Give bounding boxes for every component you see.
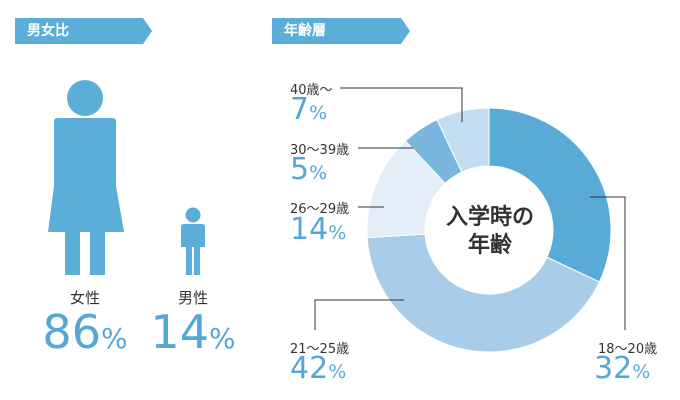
- age-label-40plus: 40歳〜: [290, 83, 333, 98]
- age-value-30-39: 5%: [290, 152, 328, 187]
- age-label-26-29: 26〜29歳: [290, 202, 350, 217]
- donut-leader-lines: [314, 87, 626, 330]
- center-label-line1: 入学時の: [445, 205, 534, 230]
- age-value-21-25: 42%: [290, 351, 347, 386]
- age-label-21-25: 21〜25歳: [290, 342, 350, 357]
- age-donut-chart: [366, 107, 612, 353]
- age-label-30-39: 30〜39歳: [290, 143, 350, 158]
- leader-line-21-25: [314, 299, 404, 330]
- donut-center-label: 入学時の 年齢: [420, 204, 560, 260]
- female-percentage: 86%: [42, 305, 128, 359]
- donut-slice-40plus: [436, 107, 490, 173]
- age-value-18-20: 32%: [594, 351, 651, 386]
- leader-line-18-20: [590, 196, 626, 330]
- female-label: 女性: [69, 289, 100, 307]
- gender-ratio-tag: 男女比: [15, 18, 152, 44]
- male-label: 男性: [177, 289, 208, 307]
- female-person-icon: [48, 80, 124, 275]
- donut-slice-18-20: [488, 107, 612, 283]
- leader-line-40plus: [340, 87, 463, 122]
- male-person-icon: [181, 207, 205, 275]
- center-label-line2: 年齢: [467, 233, 512, 258]
- age-value-40plus: 7%: [290, 92, 328, 127]
- donut-slice-21-25: [366, 233, 601, 353]
- male-percentage: 14%: [150, 305, 236, 359]
- age-value-26-29: 14%: [290, 212, 347, 247]
- age-group-tag: 年齢層: [272, 18, 410, 44]
- age-label-18-20: 18〜20歳: [598, 342, 658, 357]
